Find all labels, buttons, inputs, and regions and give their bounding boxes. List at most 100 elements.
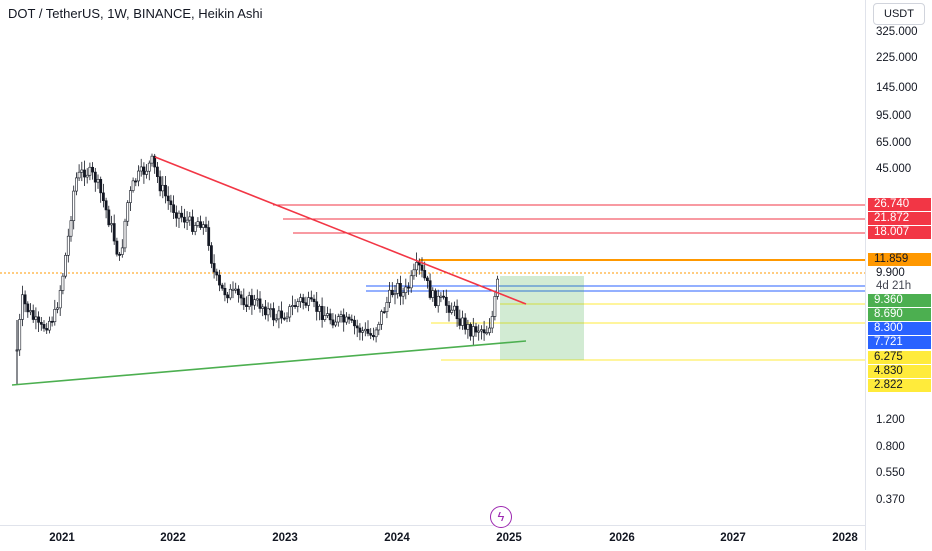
candle-body bbox=[326, 313, 329, 316]
candle-body bbox=[196, 221, 200, 226]
candle-body bbox=[212, 263, 216, 273]
candle-body bbox=[323, 315, 327, 320]
candle-body bbox=[393, 293, 397, 296]
currency-button[interactable]: USDT bbox=[873, 3, 925, 25]
candle-body bbox=[156, 166, 159, 177]
candle-body bbox=[201, 224, 205, 228]
candle-body bbox=[77, 171, 81, 179]
candle-body bbox=[469, 324, 473, 337]
candle-body bbox=[183, 216, 186, 223]
candle-body bbox=[450, 309, 454, 313]
candle-body bbox=[407, 286, 410, 289]
candle-body bbox=[150, 155, 154, 164]
candle-body bbox=[110, 223, 113, 226]
candle-body bbox=[436, 295, 440, 307]
candle-body bbox=[66, 235, 70, 256]
candle-body bbox=[317, 305, 321, 312]
candle-body bbox=[247, 295, 251, 307]
candle-body bbox=[474, 326, 478, 333]
candle-body bbox=[53, 309, 57, 323]
candle-body bbox=[37, 316, 41, 323]
candle-body bbox=[401, 292, 405, 297]
candle-body bbox=[26, 303, 30, 313]
candle-body bbox=[245, 304, 248, 307]
candle-body bbox=[458, 318, 462, 326]
candle-body bbox=[463, 317, 467, 330]
price-label: 45.000 bbox=[876, 163, 912, 175]
candle-body bbox=[277, 310, 281, 320]
candle-body bbox=[285, 316, 289, 319]
price-axis[interactable]: USDT 325.000 225.000 145.000 95.000 65.0… bbox=[865, 0, 932, 550]
candle-body bbox=[139, 166, 143, 172]
candle-body bbox=[215, 271, 219, 276]
candle-body bbox=[434, 290, 437, 307]
candle-body bbox=[174, 212, 178, 219]
candle-body bbox=[50, 320, 54, 323]
candle-body bbox=[269, 308, 273, 311]
candle-body bbox=[382, 311, 386, 314]
candle-body bbox=[334, 321, 338, 326]
candle-body bbox=[361, 330, 365, 333]
candle-body bbox=[226, 294, 230, 299]
candle-body bbox=[390, 289, 394, 296]
candle-body bbox=[112, 223, 116, 242]
candle-body bbox=[385, 302, 389, 312]
price-label: 0.550 bbox=[876, 467, 905, 479]
horizontal-levels bbox=[0, 204, 865, 361]
candle-body bbox=[447, 305, 451, 313]
candle-body bbox=[42, 324, 46, 329]
candle-body bbox=[331, 319, 335, 326]
candle-body bbox=[452, 305, 456, 311]
price-label: 95.000 bbox=[876, 110, 912, 122]
candle-body bbox=[166, 195, 170, 202]
candle-body bbox=[471, 326, 475, 337]
candle-body bbox=[420, 264, 424, 271]
candle-body bbox=[239, 294, 243, 299]
candle-body bbox=[218, 274, 221, 286]
candle-body bbox=[153, 155, 157, 168]
price-label: 65.000 bbox=[876, 137, 912, 149]
candle-body bbox=[466, 324, 470, 330]
lightning-bolt-icon[interactable]: ϟ bbox=[490, 506, 512, 528]
candle-body bbox=[34, 316, 38, 320]
candle-body bbox=[61, 275, 65, 291]
candle-body bbox=[207, 227, 211, 246]
price-label: 1.200 bbox=[876, 414, 905, 426]
candle-body bbox=[304, 302, 308, 306]
candle-body bbox=[93, 171, 97, 183]
candle-body bbox=[377, 323, 381, 331]
candle-body bbox=[129, 190, 132, 203]
candle-body bbox=[18, 319, 22, 351]
candle-body bbox=[312, 298, 316, 303]
candle-body bbox=[296, 301, 300, 307]
candle-body bbox=[288, 306, 292, 318]
candle-body bbox=[237, 288, 240, 296]
candle-body bbox=[228, 288, 232, 299]
price-tag-9360: 9.360 bbox=[868, 294, 931, 307]
candle-body bbox=[115, 240, 119, 255]
long-position-target-zone[interactable] bbox=[500, 276, 584, 360]
time-label: 2021 bbox=[49, 532, 75, 544]
candle-body bbox=[58, 290, 62, 309]
candle-body bbox=[185, 219, 189, 223]
price-tag-18007: 18.007 bbox=[868, 226, 931, 239]
chart-area[interactable]: DOT / TetherUS, 1W, BINANCE, Heikin Ashi bbox=[0, 0, 865, 525]
candle-body bbox=[29, 310, 32, 313]
candle-body bbox=[80, 169, 84, 173]
candle-body bbox=[120, 247, 124, 255]
candle-body bbox=[485, 332, 489, 335]
price-label: 0.800 bbox=[876, 441, 905, 453]
candle-body bbox=[272, 308, 275, 321]
time-axis[interactable]: 2021 2022 2023 2024 2025 2026 2027 2028 bbox=[0, 525, 865, 551]
price-tag-4830: 4.830 bbox=[868, 365, 931, 378]
candle-body bbox=[371, 334, 375, 338]
candle-body bbox=[342, 314, 346, 323]
candle-body bbox=[231, 288, 235, 291]
support-trendline[interactable] bbox=[11, 340, 527, 386]
resistance-trendline[interactable] bbox=[154, 156, 527, 305]
candle-body bbox=[363, 328, 367, 332]
price-chart[interactable] bbox=[0, 0, 865, 525]
candle-body bbox=[137, 170, 140, 182]
candle-body bbox=[126, 202, 130, 222]
candle-body bbox=[220, 284, 224, 289]
